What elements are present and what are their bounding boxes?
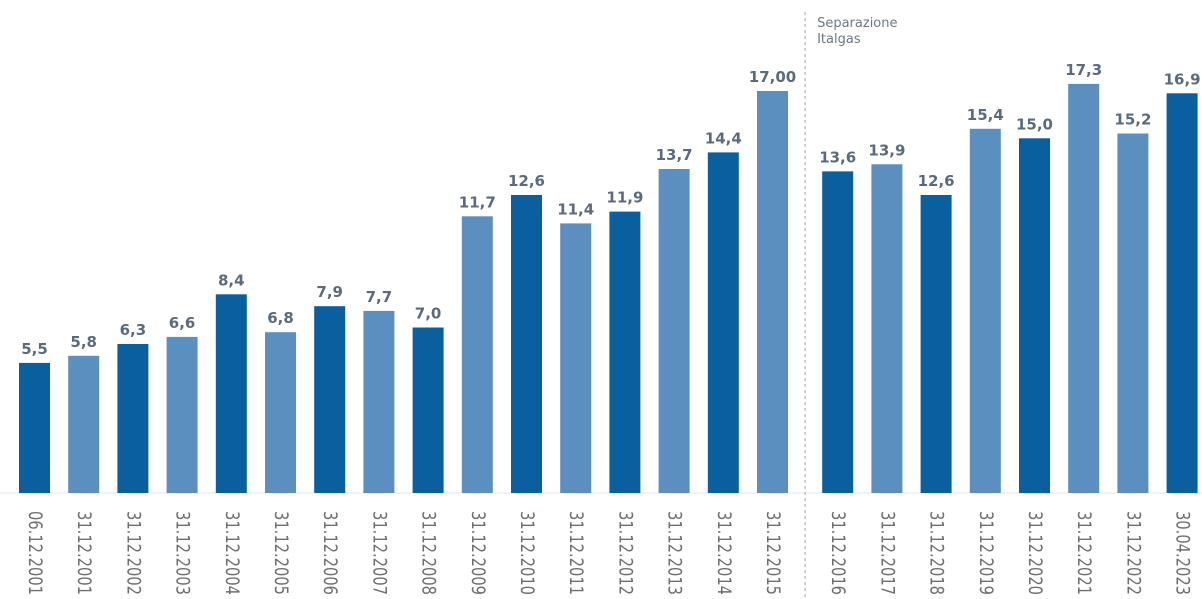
x-tick-label: 31.12.2006 (319, 511, 341, 595)
value-label: 8,4 (218, 271, 245, 289)
value-label: 15,4 (967, 106, 1004, 124)
x-tick-label: 31.12.2017 (876, 511, 898, 595)
bar-31.12.2010 (511, 195, 542, 493)
bar-31.12.2022 (1117, 133, 1149, 493)
x-tick-label: 31.12.2004 (221, 511, 243, 595)
bar-31.12.2014 (707, 152, 739, 493)
value-label: 6,6 (169, 314, 196, 332)
bar-31.12.2002 (117, 344, 149, 493)
value-label: 17,00 (749, 68, 796, 86)
value-label: 15,0 (1016, 115, 1053, 133)
x-tick-label: 31.12.2005 (270, 511, 292, 595)
tick-labels-group: 06.12.2001 31.12.2001 31.12.2002 31.12.2003… (24, 511, 1194, 595)
x-tick-label: 31.12.2009 (467, 511, 489, 595)
x-tick-label: 06.12.2001 (24, 511, 46, 595)
bar-31.12.2009 (461, 216, 493, 494)
value-label: 14,4 (705, 129, 742, 147)
value-label: 17,3 (1065, 61, 1102, 79)
x-tick-label: 31.12.2010 (516, 511, 538, 595)
bar-31.12.2007 (363, 310, 395, 493)
bar-31.12.2012 (609, 211, 641, 493)
bar-31.12.2008 (412, 327, 444, 493)
value-label: 5,5 (21, 340, 48, 358)
value-label: 7,9 (316, 283, 343, 301)
value-label: 13,9 (868, 141, 905, 159)
value-label: 5,8 (70, 333, 97, 351)
value-label: 7,0 (415, 305, 442, 323)
value-label: 16,9 (1164, 70, 1201, 88)
x-tick-label: 31.12.2003 (172, 511, 194, 595)
x-tick-label: 31.12.2007 (368, 511, 390, 595)
x-tick-label: 31.12.2019 (975, 511, 997, 595)
x-tick-label: 31.12.2018 (926, 511, 948, 595)
bar-31.12.2006 (314, 306, 346, 493)
separation-note-line-2: Italgas (817, 32, 861, 47)
x-tick-label: 31.12.2016 (827, 511, 849, 595)
bar-06.12.2001 (19, 362, 50, 493)
bar-31.12.2019 (969, 128, 1001, 494)
value-label: 12,6 (918, 172, 955, 190)
bar-31.12.2013 (658, 169, 690, 493)
x-tick-label: 31.12.2021 (1073, 511, 1095, 595)
value-label: 15,2 (1114, 111, 1151, 129)
value-label: 6,8 (267, 309, 294, 327)
value-label: 11,4 (557, 200, 594, 218)
value-label: 11,7 (459, 193, 496, 211)
x-tick-label: 31.12.2012 (614, 511, 636, 595)
x-tick-label: 31.12.2008 (418, 511, 440, 595)
bar-31.12.2018 (920, 195, 952, 493)
bars-group (19, 83, 1198, 494)
x-tick-label: 31.12.2022 (1122, 511, 1144, 595)
x-tick-label: 31.12.2020 (1024, 511, 1046, 595)
x-tick-label: 31.12.2001 (73, 511, 95, 595)
bar-31.12.2020 (1019, 138, 1050, 494)
x-tick-label: 31.12.2014 (713, 511, 735, 595)
bar-31.12.2005 (265, 332, 296, 493)
value-label: 12,6 (508, 172, 545, 190)
bar-31.12.2003 (166, 336, 198, 493)
x-tick-label: 31.12.2002 (122, 511, 144, 595)
x-tick-label: 30.04.2023 (1172, 511, 1194, 595)
value-labels-group: 5,5 5,8 6,3 6,6 8,4 6,8 7,9 7,7 7,0 11,7 12,6 11,4 1… (21, 61, 1200, 358)
bar-30.04.2023 (1166, 93, 1198, 494)
bar-31.12.2001 (68, 355, 100, 493)
value-label: 13,7 (656, 146, 693, 164)
separation-note-line-1: Separazione (817, 16, 897, 31)
value-label: 7,7 (366, 288, 393, 306)
x-tick-label: 31.12.2013 (664, 511, 686, 595)
bar-31.12.2004 (215, 294, 247, 493)
value-label: 11,9 (606, 189, 643, 207)
bar-31.12.2021 (1068, 83, 1100, 494)
x-tick-label: 31.12.2011 (565, 511, 587, 595)
bar-31.12.2015 (757, 91, 788, 493)
value-label: 13,6 (819, 148, 856, 166)
bar-31.12.2011 (560, 223, 592, 493)
bar-31.12.2016 (822, 171, 854, 493)
bar-31.12.2017 (871, 164, 903, 494)
x-tick-label: 31.12.2015 (762, 511, 784, 595)
value-label: 6,3 (120, 321, 147, 339)
